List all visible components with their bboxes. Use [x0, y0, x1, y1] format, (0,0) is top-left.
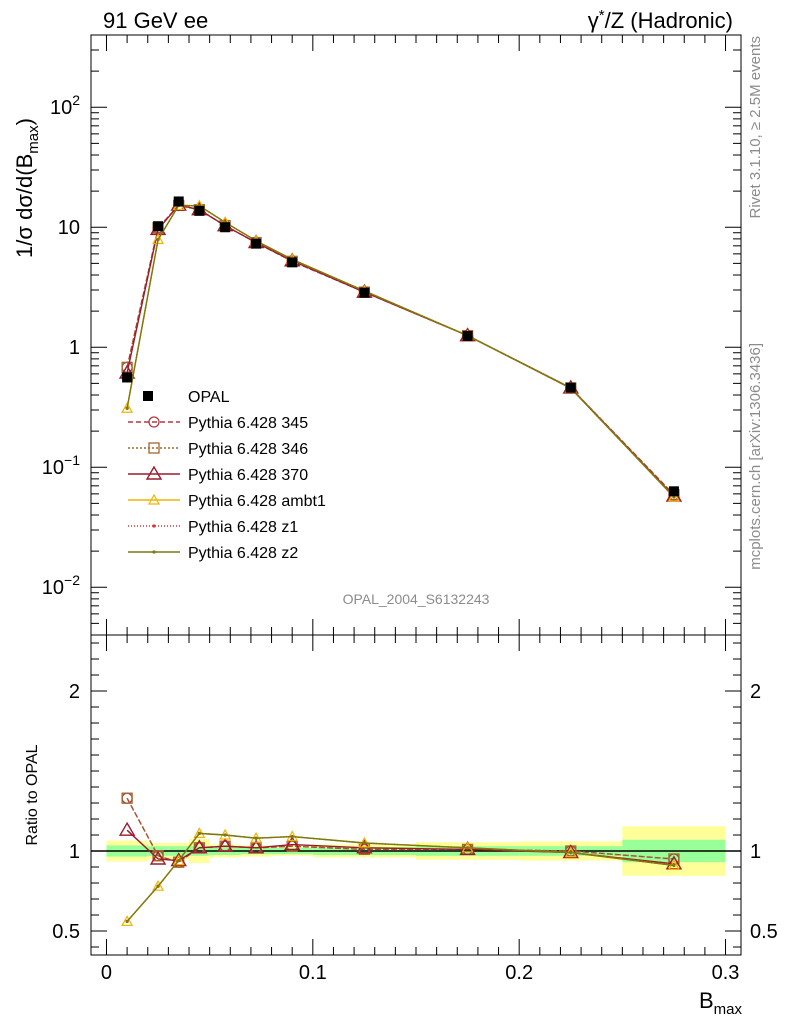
series-marker	[125, 406, 129, 410]
y-tick-label: 102	[50, 92, 80, 119]
legend-label: Pythia 6.428 346	[188, 441, 308, 458]
y-tick-label: 10−1	[42, 452, 80, 479]
main-ticks	[91, 34, 741, 636]
x-axis-label: Bmax	[699, 988, 743, 1018]
legend-marker	[147, 493, 161, 505]
data-point	[359, 287, 370, 298]
data-point	[153, 221, 164, 232]
ratio-series-marker	[152, 879, 165, 891]
ratio-tick-labels: 0.5 0.5 1 1 2 2 0 0.1 0.2 0.3	[52, 681, 778, 984]
data-point	[668, 486, 679, 497]
ratio-series-marker	[569, 851, 573, 855]
data-point	[122, 372, 133, 383]
series-marker	[667, 490, 680, 502]
mcplots-label: mcplots.cern.ch [arXiv:1306.3436]	[747, 343, 764, 570]
ratio-series-marker	[197, 831, 201, 836]
ratio-series-marker	[156, 884, 160, 888]
legend-marker-data	[143, 391, 153, 401]
watermark: OPAL_2004_S6132243	[343, 591, 490, 607]
ratio-ticks	[91, 635, 741, 955]
legend-marker	[148, 442, 160, 454]
ratio-series-marker	[672, 863, 676, 868]
ratio-ylabel: Ratio to OPAL	[24, 744, 41, 845]
ratio-series-marker	[665, 855, 683, 870]
ratio-series-marker	[170, 852, 187, 867]
ratio-y-tick-label-right: 0.5	[750, 921, 778, 943]
legend-marker	[148, 416, 160, 428]
ratio-series-marker	[118, 821, 136, 836]
data-point	[220, 222, 231, 233]
ratio-series-marker	[290, 835, 294, 839]
rivet-label: Rivet 3.1.10, ≥ 2.5M events	[747, 36, 764, 219]
ratio-panel: 0.5 0.5 1 1 2 2 0 0.1 0.2 0.3 Ratio to OPAL Bmax	[24, 634, 778, 1018]
legend-label: Pythia 6.428 345	[188, 415, 308, 432]
ratio-y-tick-label: 1	[69, 841, 80, 863]
main-ytick-labels: 10−2 10−1 1 10 102	[42, 92, 80, 599]
header-left: 91 GeV ee	[103, 8, 208, 33]
legend-label: Pythia 6.428 z2	[188, 545, 298, 562]
ratio-series-marker	[172, 854, 185, 866]
x-tick-label: 0.3	[712, 962, 740, 984]
legend-label: Pythia 6.428 370	[188, 467, 308, 484]
ratio-series-marker	[121, 915, 134, 927]
main-data-points	[122, 196, 679, 497]
ratio-y-tick-label: 0.5	[52, 921, 80, 943]
ratio-series-marker	[125, 919, 129, 924]
ratio-series-marker	[177, 859, 181, 863]
data-point	[462, 331, 473, 342]
series-marker	[156, 237, 160, 242]
x-tick-label: 0.1	[299, 962, 327, 984]
series-marker	[121, 402, 134, 413]
y-tick-label: 1	[69, 337, 80, 359]
x-tick-label: 0	[101, 962, 112, 984]
data-point	[565, 382, 576, 393]
ratio-series-marker	[283, 836, 301, 851]
main-ylabel: 1/σ dσ/d(Bmax)	[12, 118, 42, 258]
ratio-series-marker	[562, 844, 579, 859]
ratio-series-marker	[149, 850, 167, 865]
x-tick-label: 0.2	[505, 962, 533, 984]
y-tick-label: 10	[58, 217, 80, 239]
legend-marker	[152, 524, 156, 528]
header-right: γ*/Z (Hadronic)	[588, 7, 733, 33]
ratio-series-marker	[254, 836, 258, 840]
legend-label: Pythia 6.428 z1	[188, 519, 298, 536]
legend-marker	[145, 465, 163, 480]
ratio-series-marker	[465, 846, 470, 850]
legend: OPAL Pythia 6.428 345 Pythia 6.428 346 Pyth…	[128, 389, 326, 562]
ratio-frame	[90, 634, 742, 956]
ratio-series-line	[126, 829, 674, 865]
legend-marker	[152, 550, 156, 554]
data-point	[194, 205, 205, 216]
data-point	[287, 257, 298, 268]
ratio-series-marker	[223, 833, 227, 837]
legend-label: Pythia 6.428 ambt1	[188, 493, 326, 510]
ratio-y-tick-label: 2	[69, 681, 80, 703]
y-tick-label: 10−2	[42, 572, 80, 599]
ratio-y-tick-label-right: 1	[750, 841, 761, 863]
ratio-series-marker	[362, 841, 367, 845]
ratio-series-marker	[216, 837, 234, 852]
ratio-y-tick-label-right: 2	[750, 681, 761, 703]
legend-label: OPAL	[188, 389, 230, 406]
ratio-series-marker	[247, 839, 265, 854]
ratio-series-marker	[191, 839, 208, 854]
main-panel: 10−2 10−1 1 10 102 OPAL_2004_S6132243 1/σ dσ…	[12, 34, 742, 636]
data-point	[173, 196, 184, 207]
data-point	[251, 238, 262, 249]
ratio-series	[118, 792, 683, 927]
ratio-series-marker	[121, 792, 133, 804]
